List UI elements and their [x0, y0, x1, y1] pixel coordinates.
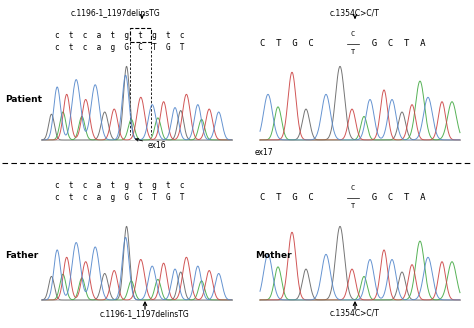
Text: ex16: ex16 — [136, 138, 167, 150]
Text: ex17: ex17 — [255, 148, 273, 157]
Text: c  t  c  a  g  G  C  T  G  T: c t c a g G C T G T — [55, 194, 184, 202]
Text: G  C  T  A: G C T A — [361, 39, 426, 49]
Text: T: T — [351, 49, 355, 55]
Text: C  T  G  C: C T G C — [260, 39, 325, 49]
Text: Patient: Patient — [5, 95, 42, 105]
Text: C  T  G  C: C T G C — [260, 194, 325, 202]
Text: G  C  T  A: G C T A — [361, 194, 426, 202]
Text: Mother: Mother — [255, 251, 292, 259]
Text: T: T — [351, 203, 355, 209]
Text: c  t  c  a  t  g  t  g  t  c: c t c a t g t g t c — [55, 31, 184, 39]
Text: Father: Father — [5, 251, 38, 259]
Text: c.1196-1_1197delinsTG: c.1196-1_1197delinsTG — [71, 8, 161, 17]
Text: c.1354C>C/T: c.1354C>C/T — [330, 8, 380, 17]
Text: C: C — [351, 185, 355, 191]
Text: c  t  c  a  t  g  t  g  t  c: c t c a t g t g t c — [55, 180, 184, 190]
Text: C: C — [351, 31, 355, 37]
Text: c.1196-1_1197delinsTG: c.1196-1_1197delinsTG — [100, 309, 190, 318]
Text: c.1354C>C/T: c.1354C>C/T — [330, 309, 380, 318]
Text: c  t  c  a  g  G  C  T  G  T: c t c a g G C T G T — [55, 44, 184, 52]
Bar — [130, 28, 151, 42]
